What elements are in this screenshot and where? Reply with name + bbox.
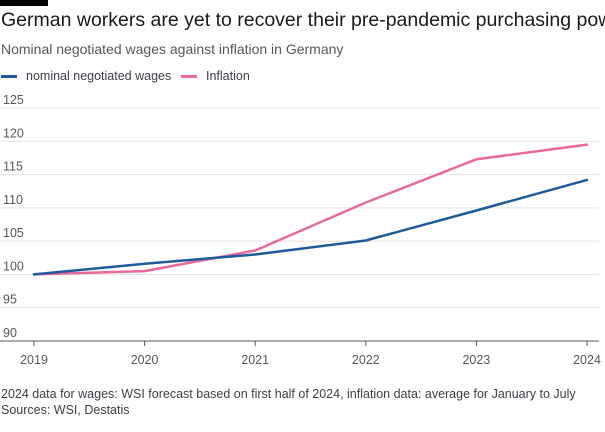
chart-footnote: 2024 data for wages: WSI forecast based … (1, 387, 576, 401)
y-tick-label: 115 (3, 160, 23, 174)
x-tick-label: 2023 (462, 353, 490, 367)
brand-bar (0, 0, 48, 6)
x-tick-label: 2020 (131, 353, 159, 367)
legend-label-wages: nominal negotiated wages (26, 69, 172, 83)
chart-source: Sources: WSI, Destatis (1, 403, 130, 417)
legend-item-inflation: Inflation (181, 68, 250, 84)
legend-label-inflation: Inflation (206, 69, 250, 83)
y-tick-label: 120 (3, 126, 24, 140)
x-tick-label: 2019 (20, 353, 48, 367)
y-tick-label: 95 (3, 293, 17, 307)
y-tick-label: 105 (3, 226, 24, 240)
x-tick-label: 2022 (352, 353, 380, 367)
x-tick-label: 2024 (573, 353, 601, 367)
chart-title: German workers are yet to recover their … (1, 9, 605, 31)
y-tick-label: 90 (3, 326, 17, 340)
legend-item-wages: nominal negotiated wages (1, 68, 171, 84)
inflation-series-line (32, 143, 589, 276)
y-tick-label: 100 (3, 259, 24, 273)
x-tick-label: 2021 (241, 353, 269, 367)
legend-swatch-wages (1, 74, 17, 78)
chart-subtitle: Nominal negotiated wages against inflati… (1, 41, 344, 57)
y-tick-label: 125 (3, 93, 24, 107)
wages-series-line (32, 178, 589, 276)
y-tick-label: 110 (3, 193, 23, 207)
legend-swatch-inflation (181, 74, 197, 78)
